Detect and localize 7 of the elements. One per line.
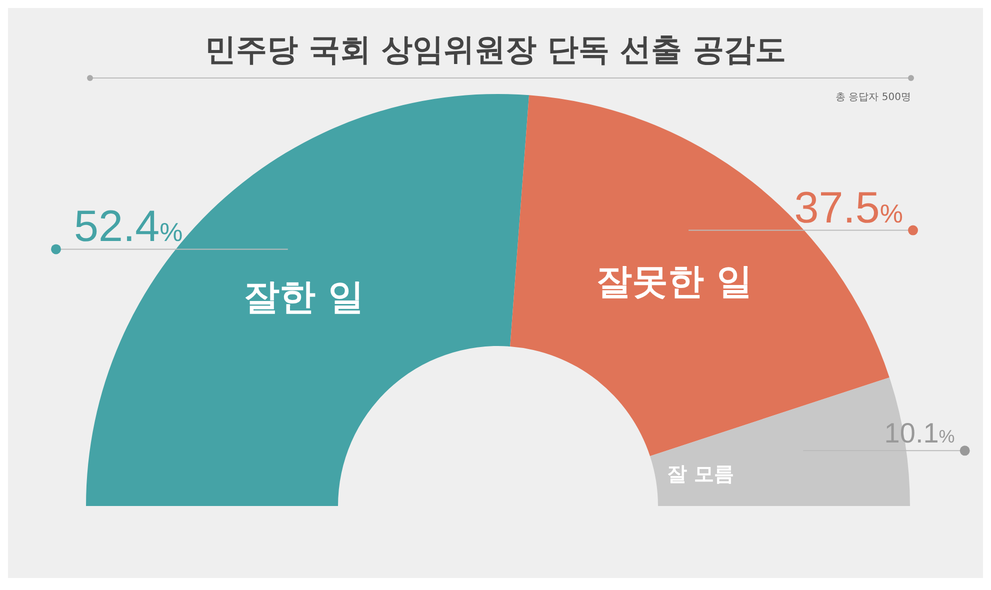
slice-label: 잘못한 일 — [596, 261, 753, 302]
slice-label: 잘한 일 — [243, 276, 364, 318]
data-label: 37.5% — [794, 183, 903, 232]
data-label: 52.4% — [74, 202, 183, 252]
data-label: 10.1% — [884, 418, 955, 449]
chart-title: 민주당 국회 상임위원장 단독 선출 공감도 — [205, 32, 786, 68]
chart-subtitle: 총 응답자 500명 — [836, 92, 911, 103]
